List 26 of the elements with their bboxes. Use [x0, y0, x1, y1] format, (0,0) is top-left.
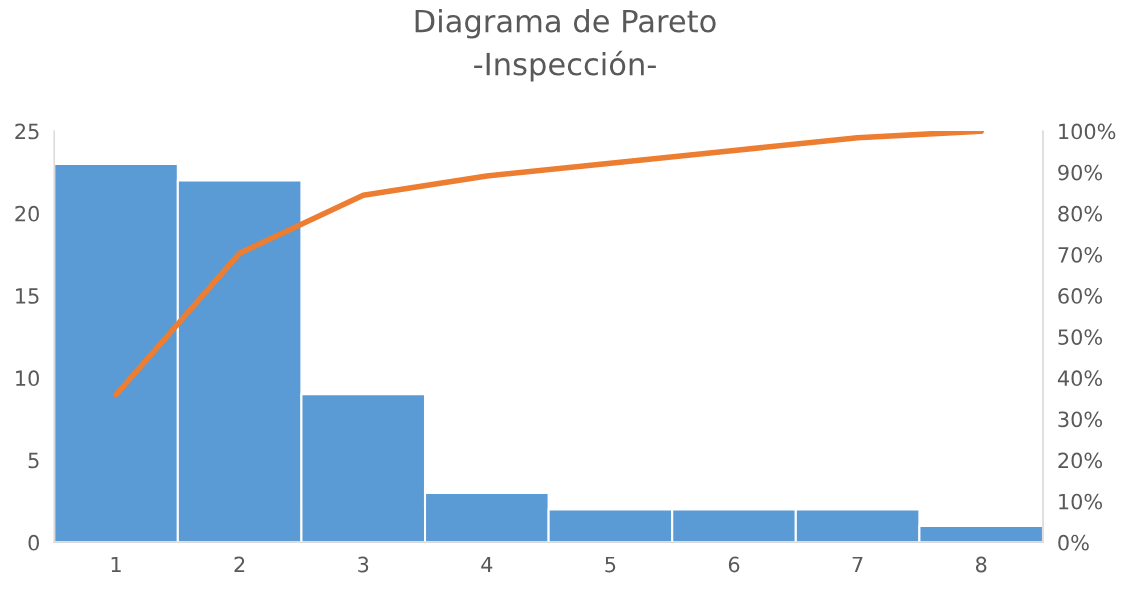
- chart-title: Diagrama de Pareto -Inspección-: [415, 8, 716, 82]
- y-tick-label: 20: [15, 205, 39, 222]
- x-tick-label: 5: [605, 556, 616, 573]
- y2-tick-label: 70%: [1058, 246, 1103, 263]
- x-tick-label: 7: [852, 556, 863, 573]
- y2-tick-label: 50%: [1058, 329, 1103, 345]
- y-tick-label: 0: [28, 534, 39, 551]
- y2-tick-label: 80%: [1058, 205, 1103, 222]
- y2-tick-label: 20%: [1058, 452, 1103, 469]
- y-tick-label: 10: [16, 370, 39, 387]
- x-tick-label: 3: [358, 556, 369, 573]
- y-tick-label: 15: [16, 288, 39, 304]
- x-tick-label: 2: [234, 556, 245, 573]
- x-tick-label: 8: [975, 556, 987, 573]
- y2-tick-label: 10%: [1059, 493, 1103, 510]
- y2-tick-label: 90%: [1058, 164, 1103, 181]
- y-tick-label: 5: [28, 452, 39, 469]
- y-tick-label: 25: [15, 123, 39, 140]
- x-tick-label: 6: [728, 556, 740, 573]
- x-tick-label: 4: [481, 556, 493, 573]
- y2-tick-label: 100%: [1059, 123, 1116, 140]
- x-tick-label: 1: [111, 556, 121, 573]
- y2-tick-label: 60%: [1058, 288, 1103, 304]
- y2-tick-label: 40%: [1057, 370, 1103, 387]
- y2-tick-label: 0%: [1058, 534, 1089, 551]
- y2-tick-label: 30%: [1058, 411, 1103, 428]
